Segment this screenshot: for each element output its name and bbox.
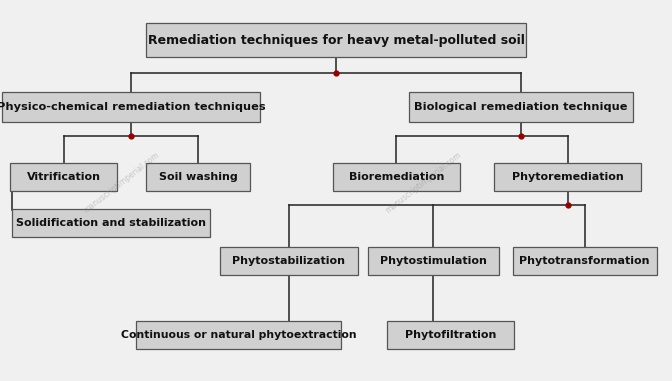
FancyBboxPatch shape [368,247,499,275]
Text: Phytostabilization: Phytostabilization [233,256,345,266]
Text: Biological remediation technique: Biological remediation technique [414,102,628,112]
FancyBboxPatch shape [220,247,358,275]
Text: Vitrification: Vitrification [27,172,101,182]
FancyBboxPatch shape [146,23,526,57]
Text: Physico-chemical remediation techniques: Physico-chemical remediation techniques [0,102,265,112]
Text: Phytoremediation: Phytoremediation [512,172,624,182]
Text: manuscriptimperial.com: manuscriptimperial.com [81,150,161,215]
Text: Solidification and stabilization: Solidification and stabilization [16,218,206,228]
FancyBboxPatch shape [146,163,250,191]
FancyBboxPatch shape [11,163,118,191]
FancyBboxPatch shape [333,163,460,191]
Text: Phytostimulation: Phytostimulation [380,256,487,266]
FancyBboxPatch shape [136,321,341,349]
Text: Phytotransformation: Phytotransformation [519,256,650,266]
FancyBboxPatch shape [2,92,260,122]
Text: Soil washing: Soil washing [159,172,238,182]
FancyBboxPatch shape [12,209,210,237]
Text: Continuous or natural phytoextraction: Continuous or natural phytoextraction [121,330,356,340]
Text: Phytofiltration: Phytofiltration [405,330,496,340]
Text: manuscriptimperial.com: manuscriptimperial.com [384,150,463,215]
Text: Bioremediation: Bioremediation [349,172,444,182]
Text: Remediation techniques for heavy metal-polluted soil: Remediation techniques for heavy metal-p… [148,34,524,46]
FancyBboxPatch shape [494,163,641,191]
FancyBboxPatch shape [409,92,633,122]
FancyBboxPatch shape [513,247,657,275]
FancyBboxPatch shape [386,321,513,349]
